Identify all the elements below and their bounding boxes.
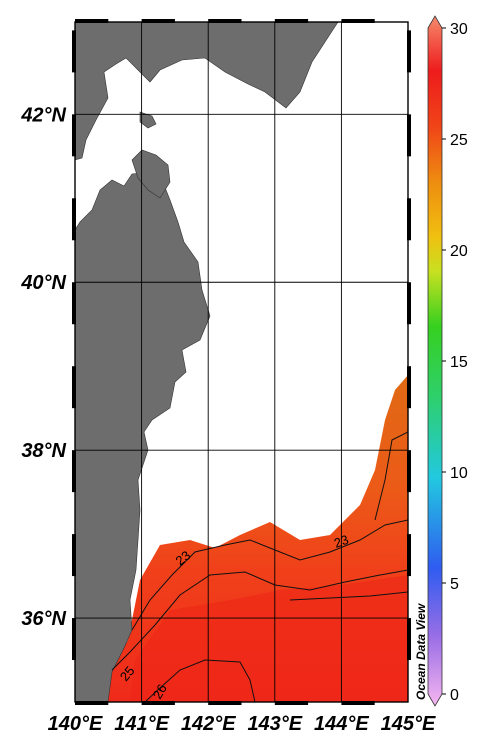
colorbar-label-0: 0 <box>450 687 459 704</box>
lon-label-143: 143°E <box>247 713 302 735</box>
frame-tick-marks <box>72 19 411 705</box>
frame-bar-left <box>72 282 76 325</box>
frame-bar-top <box>274 19 309 23</box>
frame-bar-right <box>407 114 411 157</box>
contour-label-26: 26 <box>150 681 170 701</box>
graticule <box>75 22 408 702</box>
frame-bar-left <box>72 534 76 577</box>
colorbar-label-20: 20 <box>450 243 468 260</box>
latitude-labels: 42°N 40°N 38°N 36°N <box>20 104 66 630</box>
frame-bar-right <box>407 198 411 241</box>
land-hokkaido <box>75 22 339 161</box>
frame-bar-left <box>72 366 76 409</box>
lon-label-140: 140°E <box>48 713 103 735</box>
frame-bar-left <box>72 30 76 73</box>
frame-bar-bottom <box>141 701 175 705</box>
land-honshu <box>75 22 211 702</box>
frame-bar-left <box>72 450 76 493</box>
frame-bar-left <box>72 618 76 661</box>
frame-bar-top <box>341 19 375 23</box>
colorbar-bar <box>427 15 443 707</box>
frame-bar-top <box>141 19 175 23</box>
lat-label-42: 42°N <box>20 104 66 126</box>
frame-bar-bottom <box>274 701 309 705</box>
contour-24 <box>374 431 408 521</box>
colorbar-label-15: 15 <box>450 354 468 371</box>
lon-label-141: 141°E <box>114 713 169 735</box>
colorbar-labels: 30 25 20 15 10 5 0 <box>442 21 468 704</box>
ocean-data-view-watermark: Ocean Data View <box>414 603 428 700</box>
contour-26 <box>144 659 256 702</box>
frame-bar-right <box>407 282 411 325</box>
frame-bar-top <box>75 19 109 23</box>
longitude-labels: 140°E 141°E 142°E 143°E 144°E 145°E <box>48 713 436 735</box>
frame-bar-bottom <box>341 701 375 705</box>
colorbar-label-10: 10 <box>450 465 468 482</box>
frame-bar-right <box>407 450 411 493</box>
contour-25 <box>111 569 408 671</box>
colorbar-label-5: 5 <box>450 576 459 593</box>
frame-bar-right <box>407 30 411 73</box>
contour-label-23-east: 23 <box>332 532 351 551</box>
frame-bar-bottom <box>75 701 109 705</box>
frame-bar-right <box>407 618 411 661</box>
lon-label-145: 145°E <box>381 713 436 735</box>
frame-bar-left <box>72 198 76 241</box>
lat-label-36: 36°N <box>21 608 66 630</box>
contour-23 <box>131 519 408 631</box>
contour-26b <box>289 591 408 601</box>
lon-label-144: 144°E <box>314 713 369 735</box>
frame-bar-left <box>72 114 76 157</box>
land-hakodate-cape <box>139 111 157 129</box>
lon-label-142: 142°E <box>181 713 236 735</box>
temperature-field-warm-core <box>130 575 408 702</box>
contour-lines <box>111 431 408 702</box>
frame-bar-bottom <box>208 701 242 705</box>
colorbar-label-25: 25 <box>450 132 468 149</box>
frame-bar-top <box>208 19 242 23</box>
frame-bar-right <box>407 534 411 577</box>
lat-label-38: 38°N <box>21 440 66 462</box>
colorbar-label-30: 30 <box>450 21 468 38</box>
colorbar: 30 25 20 15 10 5 0 <box>427 15 468 707</box>
frame-bar-right <box>407 366 411 409</box>
lat-label-40: 40°N <box>20 272 66 294</box>
